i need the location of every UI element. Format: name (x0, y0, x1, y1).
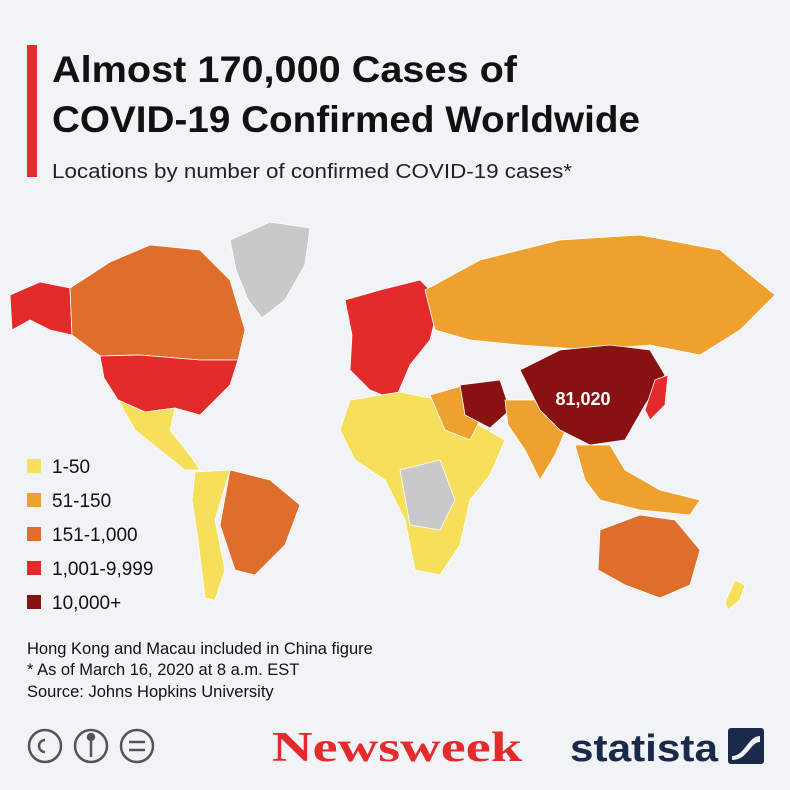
europe (344, 279, 441, 401)
southeast-asia (574, 444, 701, 516)
japan (644, 374, 669, 421)
legend-label: 51-150 (52, 491, 111, 512)
accent-bar (27, 45, 37, 177)
legend-swatch (27, 527, 41, 541)
legend: 1-50 51-150 151-1,000 1,001-9,999 10,000+ (27, 457, 153, 614)
usa (99, 354, 239, 416)
world-map: 81,020 (9, 221, 776, 611)
legend-label: 1-50 (52, 457, 90, 478)
new-zealand (724, 579, 746, 611)
legend-swatch (27, 459, 41, 473)
newsweek-logo: Newsweek (272, 725, 523, 771)
brazil (219, 469, 301, 576)
license-icons (27, 728, 155, 764)
australia (597, 514, 701, 599)
subtitle: Locations by number of confirmed COVID-1… (52, 161, 572, 183)
central-america (117, 399, 201, 471)
alaska (9, 281, 73, 336)
legend-swatch (27, 493, 41, 507)
title-line: COVID-19 Confirmed Worldwide (52, 99, 640, 140)
legend-swatch (27, 595, 41, 609)
source: Source: Johns Hopkins University (27, 683, 274, 701)
iran (459, 379, 511, 429)
statista-logo: statista (570, 728, 719, 770)
note: * As of March 16, 2020 at 8 a.m. EST (27, 661, 299, 679)
legend-label: 151-1,000 (52, 525, 138, 546)
south-america-west (191, 469, 231, 601)
greenland (229, 221, 311, 319)
africa-no-data (399, 459, 456, 531)
canada (69, 244, 246, 361)
china-case-label: 81,020 (555, 389, 610, 409)
legend-label: 10,000+ (52, 593, 121, 614)
russia (424, 234, 776, 356)
note: Hong Kong and Macau included in China fi… (27, 640, 373, 658)
title-line: Almost 170,000 Cases of (52, 49, 518, 90)
china (519, 344, 666, 446)
statista-mark (728, 728, 764, 764)
legend-swatch (27, 561, 41, 575)
legend-label: 1,001-9,999 (52, 559, 153, 580)
